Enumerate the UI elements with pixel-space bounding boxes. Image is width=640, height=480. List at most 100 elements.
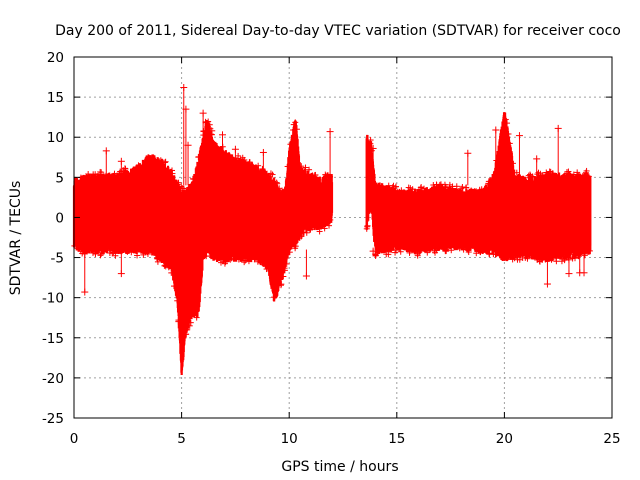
data-point <box>316 228 323 235</box>
outlier-point <box>464 149 472 186</box>
data-point <box>153 255 160 262</box>
outlier-point <box>182 105 190 186</box>
data-point <box>529 173 536 180</box>
data-point <box>174 297 181 304</box>
data-point <box>183 326 190 333</box>
data-point <box>302 164 309 171</box>
data-point <box>325 218 332 225</box>
data-point <box>165 261 172 268</box>
data-point <box>562 252 569 259</box>
data-point <box>468 187 475 194</box>
outlier-point <box>533 155 541 186</box>
data-point <box>519 254 526 261</box>
data-point <box>586 247 593 254</box>
data-point <box>173 179 180 186</box>
data-point <box>290 121 297 128</box>
data-point <box>249 162 256 169</box>
data-point <box>525 172 532 179</box>
data-point <box>133 164 140 171</box>
data-point <box>506 140 513 147</box>
data-point <box>202 119 209 126</box>
data-point <box>246 161 253 168</box>
data-point <box>286 249 293 256</box>
data-point <box>549 171 556 178</box>
data-point <box>121 165 128 172</box>
y-axis-label: SDTVAR / TECUs <box>8 181 24 296</box>
data-point <box>203 253 210 260</box>
data-point <box>168 269 175 276</box>
data-point <box>307 226 314 233</box>
y-tick-label: 20 <box>47 50 64 66</box>
data-point <box>169 170 176 177</box>
data-point <box>406 189 413 196</box>
data-point <box>509 256 516 263</box>
y-tick-label: -20 <box>42 371 64 387</box>
data-point <box>276 185 283 192</box>
data-point <box>502 116 509 123</box>
data-point <box>306 166 313 173</box>
data-point <box>398 187 405 194</box>
data-point <box>263 266 270 273</box>
x-tick-label: 15 <box>388 431 405 447</box>
data-point <box>79 250 86 257</box>
data-point <box>262 262 269 269</box>
data-point <box>395 190 402 197</box>
data-point <box>92 249 99 256</box>
data-point <box>405 184 412 191</box>
data-point <box>254 258 261 265</box>
data-point <box>513 169 520 176</box>
y-tick-label: -15 <box>42 331 64 347</box>
y-tick-label: 5 <box>55 170 64 186</box>
data-point <box>281 265 288 272</box>
data-point <box>160 257 167 264</box>
data-point <box>235 256 242 263</box>
outlier-point <box>554 124 562 186</box>
outlier-point <box>199 109 207 186</box>
data-point <box>557 253 564 260</box>
data-point <box>482 185 489 192</box>
axis-ticks: 0 5 10 15 20 25 -25 -20 -15 -10 -5 0 5 10 15 20 <box>42 50 621 447</box>
data-point <box>321 225 328 232</box>
data-point <box>465 247 472 254</box>
data-point <box>476 247 483 254</box>
data-point <box>476 248 483 255</box>
data-point <box>244 256 251 263</box>
outlier-point <box>565 249 573 278</box>
data-point <box>322 176 329 183</box>
data-point <box>373 182 380 189</box>
outlier-point <box>208 127 216 186</box>
data-point <box>175 318 182 325</box>
data-point <box>463 246 470 253</box>
data-point <box>290 126 297 133</box>
data-point <box>273 179 280 186</box>
data-point <box>569 254 576 261</box>
data-point <box>145 154 152 161</box>
data-point <box>448 247 455 254</box>
data-point <box>92 171 99 178</box>
data-point <box>314 176 321 183</box>
data-point <box>251 256 258 263</box>
data-point <box>255 162 262 169</box>
data-point <box>459 189 466 196</box>
x-axis-label: GPS time / hours <box>281 459 398 475</box>
data-point <box>187 319 194 326</box>
data-point <box>417 184 424 191</box>
data-point <box>396 245 403 252</box>
data-point <box>385 182 392 189</box>
data-point <box>193 314 200 321</box>
outlier-point <box>580 249 588 277</box>
data-point <box>415 189 422 196</box>
data-point <box>564 174 571 181</box>
data-point <box>110 249 117 256</box>
data-point <box>82 246 89 253</box>
data-point <box>473 250 480 257</box>
data-point <box>548 256 555 263</box>
data-point <box>112 252 119 259</box>
data-point <box>505 130 512 137</box>
data-point <box>298 233 305 240</box>
data-point <box>485 178 492 185</box>
x-tick-label: 10 <box>281 431 298 447</box>
data-point <box>424 187 431 194</box>
data-point <box>431 247 438 254</box>
